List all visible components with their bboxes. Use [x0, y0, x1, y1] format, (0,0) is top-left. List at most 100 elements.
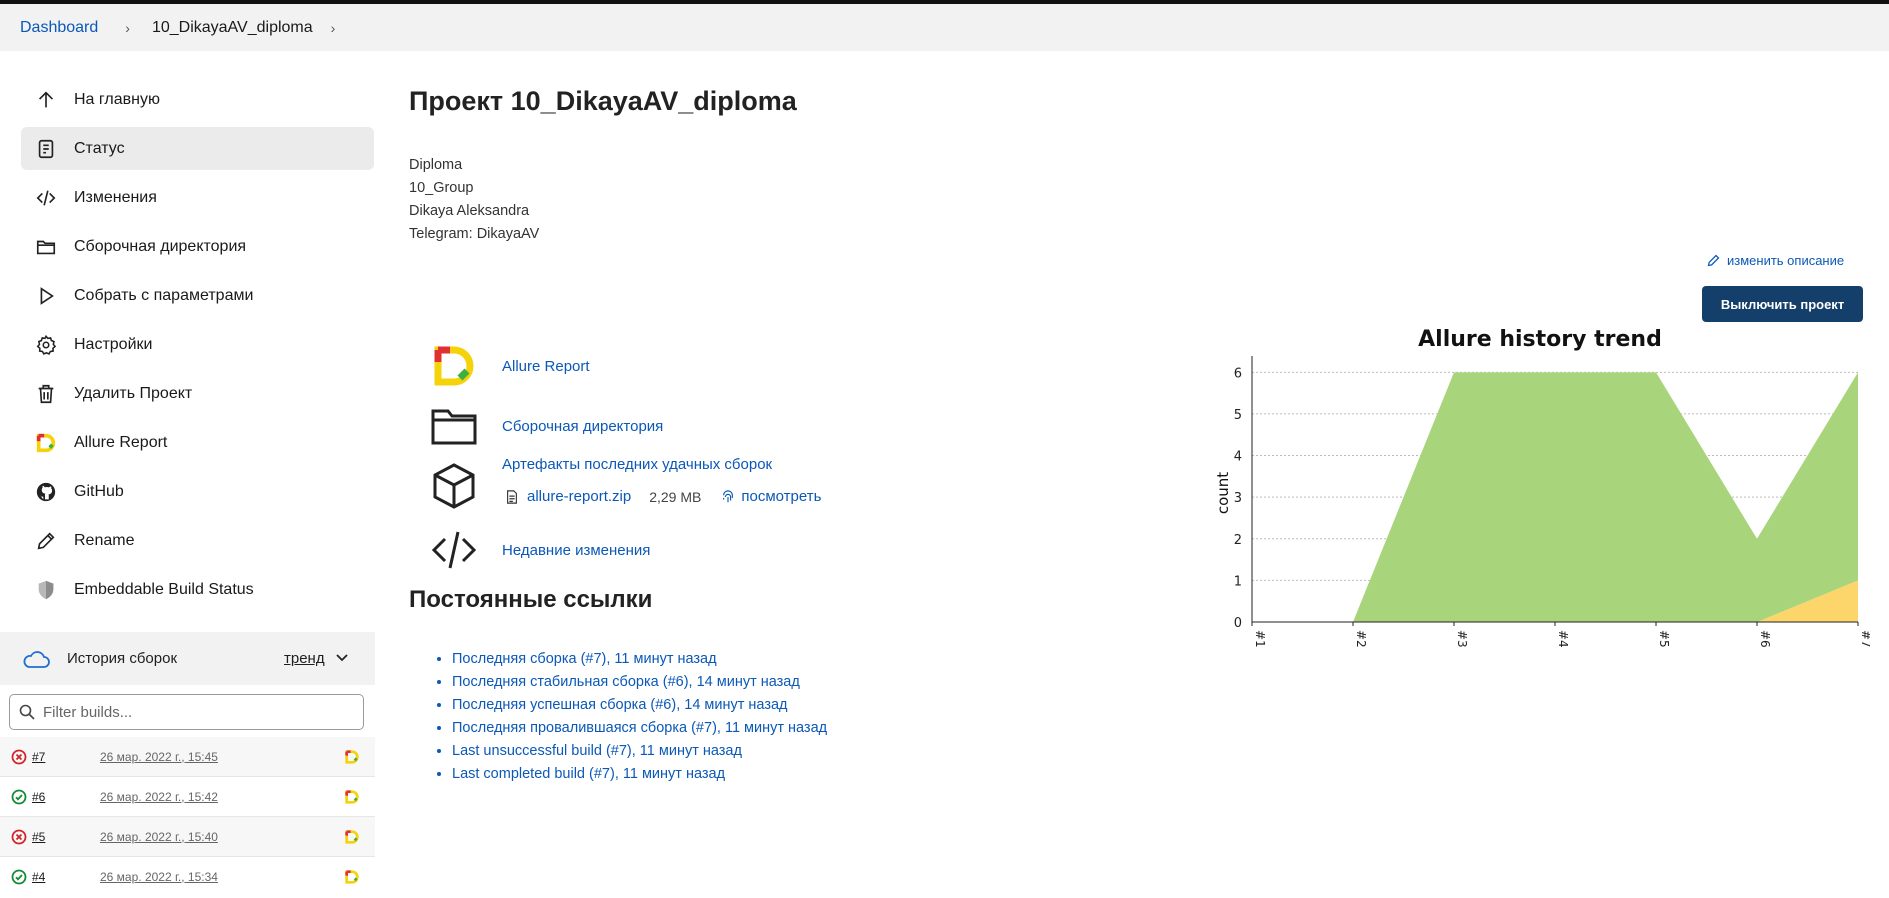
success-status-icon	[11, 789, 27, 804]
chevron-right-icon: ›	[125, 19, 130, 36]
artifact-view-link[interactable]: посмотреть	[741, 488, 822, 505]
y-axis-label: count	[1214, 472, 1232, 514]
artifacts-link[interactable]: Артефакты последних удачных сборок	[502, 456, 773, 473]
build-row[interactable]: #4 26 мар. 2022 г., 15:34	[0, 857, 375, 896]
chevron-down-icon[interactable]	[335, 650, 349, 664]
allure-report-link[interactable]: Allure Report	[502, 357, 590, 375]
permalink-last-build[interactable]: Последняя сборка (#7), 11 минут назад	[452, 651, 717, 667]
sidebar-item-build-with-params[interactable]: Собрать с параметрами	[21, 274, 374, 317]
area-series-1	[1252, 372, 1858, 622]
build-number-link[interactable]: #6	[32, 789, 46, 804]
edit-description-link[interactable]: изменить описание	[1706, 253, 1844, 268]
build-number-link[interactable]: #5	[32, 829, 46, 844]
changes-link-row: Недавние изменения	[428, 526, 650, 574]
y-tick-label: 1	[1234, 574, 1242, 589]
build-history-header: История сборок тренд	[0, 632, 375, 685]
sidebar-item-label: Изменения	[74, 188, 157, 206]
trend-link[interactable]: тренд	[284, 650, 325, 667]
sidebar-item-label: Сборочная директория	[74, 237, 247, 255]
code-icon	[431, 531, 477, 569]
permalink-last-successful-build[interactable]: Последняя успешная сборка (#6), 14 минут…	[452, 697, 788, 713]
sidebar-item-home[interactable]: На главную	[21, 78, 374, 121]
permalink-last-failed-build[interactable]: Последняя провалившаяся сборка (#7), 11 …	[452, 720, 828, 736]
disable-project-button[interactable]: Выключить проект	[1702, 286, 1863, 322]
play-icon	[40, 286, 54, 305]
arrow-up-icon	[38, 90, 54, 107]
description-line: Dikaya Aleksandra	[409, 203, 530, 219]
build-date-link[interactable]: 26 мар. 2022 г., 15:45	[100, 749, 218, 764]
allure-history-trend-chart[interactable]: Allure history trend count 0 1 2 3 4 5 6 #1 #2 #3 #4…	[1210, 318, 1870, 658]
filter-builds	[9, 694, 364, 730]
recent-changes-link[interactable]: Недавние изменения	[502, 541, 651, 559]
artifact-file-link[interactable]: allure-report.zip	[527, 488, 632, 505]
build-date-link[interactable]: 26 мар. 2022 г., 15:34	[100, 869, 218, 884]
failed-status-icon	[11, 749, 27, 764]
document-icon	[38, 139, 54, 158]
x-tick-label: #2	[1354, 630, 1368, 648]
allure-icon[interactable]	[344, 829, 360, 845]
y-tick-label: 5	[1234, 408, 1242, 423]
permalink-last-stable-build[interactable]: Последняя стабильная сборка (#6), 14 мин…	[452, 674, 800, 690]
sidebar-item-status[interactable]: Статус	[21, 127, 374, 170]
package-icon	[433, 463, 475, 509]
allure-icon[interactable]	[344, 749, 360, 765]
allure-report-link-row: Allure Report	[428, 342, 590, 390]
y-tick-label: 6	[1234, 366, 1242, 381]
sidebar-item-changes[interactable]: Изменения	[21, 176, 374, 219]
build-row[interactable]: #5 26 мар. 2022 г., 15:40	[0, 817, 375, 857]
workspace-link-row: Сборочная директория	[428, 402, 663, 450]
sidebar-item-embeddable-build-status[interactable]: Embeddable Build Status	[21, 568, 374, 611]
build-date-link[interactable]: 26 мар. 2022 г., 15:42	[100, 789, 218, 804]
y-tick-label: 0	[1234, 616, 1242, 631]
edit-description-label: изменить описание	[1727, 253, 1845, 268]
file-icon	[507, 489, 517, 504]
search-icon	[19, 704, 35, 720]
sidebar-item-label: На главную	[74, 90, 160, 108]
page-title: Проект 10_DikayaAV_diploma	[409, 86, 797, 116]
build-row[interactable]: #7 26 мар. 2022 г., 15:45	[0, 737, 375, 777]
sidebar-item-workspace[interactable]: Сборочная директория	[21, 225, 374, 268]
artifact-item: allure-report.zip 2,29 MB посмотреть	[505, 488, 821, 505]
sidebar-item-label: GitHub	[74, 482, 124, 500]
x-tick-label: #3	[1455, 630, 1469, 648]
project-description: Diploma 10_Group Dikaya Aleksandra Teleg…	[409, 154, 539, 246]
sidebar-item-rename[interactable]: Rename	[21, 519, 374, 562]
x-tick-label: #7	[1859, 630, 1870, 648]
area-series-0	[1252, 580, 1858, 622]
trash-icon	[38, 384, 54, 403]
workspace-link[interactable]: Сборочная директория	[502, 417, 664, 435]
pencil-icon	[1707, 254, 1720, 267]
sidebar-item-label: Allure Report	[74, 433, 168, 451]
allure-icon[interactable]	[344, 789, 360, 805]
build-row[interactable]: #6 26 мар. 2022 г., 15:42	[0, 777, 375, 817]
description-line: 10_Group	[409, 180, 474, 196]
build-number-link[interactable]: #7	[32, 749, 46, 764]
breadcrumb-dashboard[interactable]: Dashboard	[20, 18, 99, 36]
sidebar-item-delete-project[interactable]: Удалить Проект	[21, 372, 374, 415]
permalink-last-completed-build[interactable]: Last completed build (#7), 11 минут наза…	[452, 766, 726, 782]
fingerprint-icon	[723, 489, 734, 502]
build-history-title: История сборок	[67, 650, 178, 667]
chevron-right-icon[interactable]: ›	[330, 19, 336, 36]
sidebar-item-label: Статус	[74, 139, 125, 157]
sidebar-item-settings[interactable]: Настройки	[21, 323, 374, 366]
sidebar-item-github[interactable]: GitHub	[21, 470, 374, 513]
sidebar-item-label: Rename	[74, 531, 135, 549]
allure-icon[interactable]	[344, 869, 360, 885]
sidebar-item-allure-report[interactable]: Allure Report	[21, 421, 374, 464]
chart-title: Allure history trend	[1418, 327, 1662, 352]
breadcrumb-job[interactable]: 10_DikayaAV_diploma	[151, 18, 313, 36]
x-tick-label: #5	[1657, 630, 1671, 648]
y-tick-label: 2	[1234, 533, 1242, 548]
build-number-link[interactable]: #4	[32, 869, 46, 884]
x-tick-label: #6	[1758, 630, 1772, 648]
build-date-link[interactable]: 26 мар. 2022 г., 15:40	[100, 829, 218, 844]
y-tick-label: 3	[1234, 491, 1242, 506]
x-tick-label: #4	[1556, 630, 1570, 648]
permalink-last-unsuccessful-build[interactable]: Last unsuccessful build (#7), 11 минут н…	[452, 743, 742, 759]
permalinks-list: Последняя сборка (#7), 11 минут назад По…	[434, 648, 827, 786]
x-tick-label: #1	[1253, 630, 1267, 648]
breadcrumb: Dashboard › 10_DikayaAV_diploma ›	[0, 4, 1889, 51]
artifact-view: посмотреть	[721, 488, 821, 505]
filter-builds-input[interactable]	[41, 702, 345, 722]
